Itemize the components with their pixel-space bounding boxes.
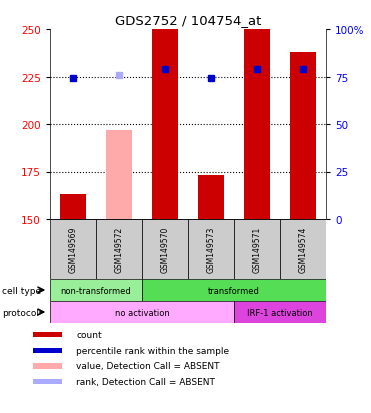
Bar [152, 30, 178, 219]
Bar [96, 219, 142, 279]
Text: GSM149574: GSM149574 [299, 226, 308, 273]
Bar [50, 219, 96, 279]
Bar [244, 30, 270, 219]
Text: transformed: transformed [208, 286, 260, 295]
Bar [198, 176, 224, 219]
Text: no activation: no activation [115, 308, 170, 317]
Bar [188, 219, 234, 279]
Text: IRF-1 activation: IRF-1 activation [247, 308, 313, 317]
Bar [50, 279, 142, 301]
Title: GDS2752 / 104754_at: GDS2752 / 104754_at [115, 14, 261, 27]
Text: GSM149573: GSM149573 [207, 226, 216, 273]
Text: protocol: protocol [2, 308, 39, 317]
Text: value, Detection Call = ABSENT: value, Detection Call = ABSENT [76, 361, 220, 370]
Bar [234, 301, 326, 323]
Bar [142, 279, 326, 301]
Bar [60, 195, 86, 219]
Bar [33, 363, 62, 369]
Text: percentile rank within the sample: percentile rank within the sample [76, 346, 230, 355]
Text: rank, Detection Call = ABSENT: rank, Detection Call = ABSENT [76, 377, 215, 386]
Bar [280, 219, 326, 279]
Text: GSM149571: GSM149571 [253, 226, 262, 273]
Bar [33, 379, 62, 384]
Text: non-transformed: non-transformed [60, 286, 131, 295]
Bar [290, 53, 316, 219]
Bar [33, 332, 62, 337]
Text: count: count [76, 330, 102, 339]
Bar [50, 301, 234, 323]
Bar [106, 131, 132, 219]
Bar [142, 219, 188, 279]
Text: GSM149570: GSM149570 [161, 226, 170, 273]
Text: GSM149569: GSM149569 [69, 226, 78, 273]
Text: GSM149572: GSM149572 [115, 226, 124, 273]
Text: cell type: cell type [2, 286, 41, 295]
Bar [33, 348, 62, 353]
Bar [234, 219, 280, 279]
